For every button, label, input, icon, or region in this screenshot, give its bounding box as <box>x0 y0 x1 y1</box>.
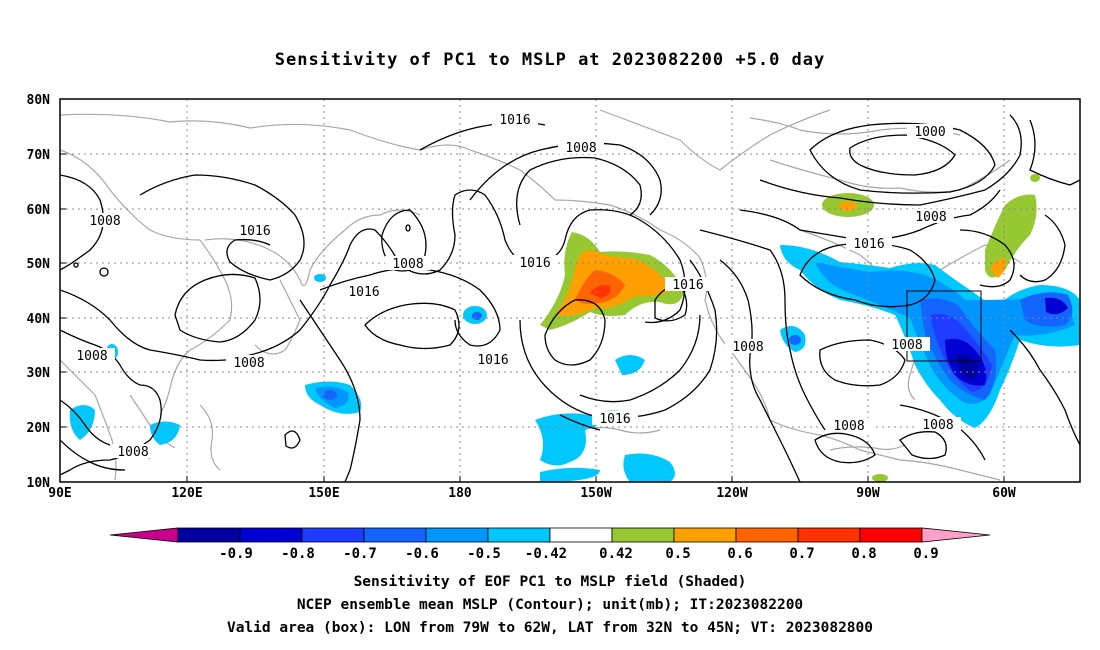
colorbar-swatch <box>611 527 675 543</box>
lat-label: 60N <box>27 203 51 218</box>
contour-label: 1008 <box>826 418 872 434</box>
lat-label: 50N <box>27 257 51 272</box>
colorbar-swatch <box>487 527 551 543</box>
svg-text:1008: 1008 <box>833 419 864 434</box>
colorbar: -0.9 -0.8 -0.7 -0.6 -0.5 -0.42 0.42 0.5 0.6 0.7 0.… <box>109 527 991 562</box>
colorbar-label: 0.9 <box>913 546 938 562</box>
svg-text:1008: 1008 <box>891 338 922 353</box>
lon-label: 120W <box>716 486 747 501</box>
colorbar-label: -0.5 <box>467 546 501 562</box>
svg-text:1008: 1008 <box>76 349 107 364</box>
contour-label: 1016 <box>232 223 278 239</box>
contour-label: 1008 <box>884 337 930 353</box>
lat-label: 40N <box>27 312 51 327</box>
colorbar-swatch <box>797 527 861 543</box>
map-title: Sensitivity of PC1 to MSLP at 2023082200… <box>274 50 826 70</box>
caption-contour: NCEP ensemble mean MSLP (Contour); unit(… <box>296 597 804 613</box>
colorbar-label: -0.7 <box>343 546 377 562</box>
lat-label: 80N <box>27 93 51 108</box>
caption-valid-area: Valid area (box): LON from 79W to 62W, L… <box>226 620 873 636</box>
contour-label-layer: 1016 1008 1000 1008 1016 1008 1008 1016 … <box>69 112 961 460</box>
contour-label: 1008 <box>385 256 431 272</box>
colorbar-swatch <box>363 527 427 543</box>
colorbar-swatch <box>549 527 613 543</box>
colorbar-swatch <box>239 527 303 543</box>
svg-text:1000: 1000 <box>914 125 945 140</box>
colorbar-label: 0.6 <box>727 546 752 562</box>
colorbar-label: -0.9 <box>219 546 253 562</box>
svg-text:1008: 1008 <box>915 210 946 225</box>
colorbar-label: 0.7 <box>789 546 814 562</box>
colorbar-swatch <box>177 527 241 543</box>
svg-text:1016: 1016 <box>477 353 508 368</box>
contour-label: 1016 <box>470 352 516 368</box>
contour-label: 1008 <box>725 339 771 355</box>
svg-text:1016: 1016 <box>672 278 703 293</box>
svg-text:1016: 1016 <box>499 113 530 128</box>
colorbar-swatch <box>735 527 799 543</box>
colorbar-swatch <box>673 527 737 543</box>
contour-label: 1016 <box>512 255 558 271</box>
map-frame <box>59 98 1081 483</box>
svg-text:1008: 1008 <box>922 418 953 433</box>
colorbar-label: 0.42 <box>599 546 633 562</box>
colorbar-label: 0.8 <box>851 546 876 562</box>
svg-text:1008: 1008 <box>117 445 148 460</box>
contour-label: 1008 <box>558 140 604 156</box>
contour-label: 1016 <box>846 236 892 252</box>
svg-text:1016: 1016 <box>348 285 379 300</box>
contour-label: 1016 <box>341 284 387 300</box>
colorbar-swatch <box>301 527 365 543</box>
caption-shading: Sensitivity of EOF PC1 to MSLP field (Sh… <box>353 574 747 590</box>
lon-label: 90W <box>856 486 880 501</box>
lon-label: 150W <box>580 486 611 501</box>
lat-label: 30N <box>27 366 51 381</box>
colorbar-label: -0.6 <box>405 546 439 562</box>
svg-text:1016: 1016 <box>519 256 550 271</box>
contour-label: 1016 <box>492 112 538 128</box>
svg-text:1008: 1008 <box>233 356 264 371</box>
svg-text:1008: 1008 <box>732 340 763 355</box>
contour-label: 1016 <box>592 411 638 427</box>
contour-label: 1008 <box>915 417 961 433</box>
colorbar-swatch <box>859 527 923 543</box>
lon-axis: 90E 120E 150E 180 150W 120W 90W 60W <box>48 476 1016 501</box>
lon-label: 120E <box>171 486 202 501</box>
svg-text:1008: 1008 <box>565 141 596 156</box>
svg-text:1016: 1016 <box>599 412 630 427</box>
colorbar-swatch <box>425 527 489 543</box>
contour-label: 1008 <box>908 209 954 225</box>
lon-label: 180 <box>448 486 472 501</box>
lat-label: 10N <box>27 476 51 491</box>
contour-label: 1000 <box>907 124 953 140</box>
lat-label: 70N <box>27 148 51 163</box>
valid-area-box <box>906 290 982 362</box>
svg-text:1008: 1008 <box>89 214 120 229</box>
contour-label: 1016 <box>665 277 711 293</box>
svg-text:1016: 1016 <box>239 224 270 239</box>
svg-text:1008: 1008 <box>392 257 423 272</box>
colorbar-label: -0.8 <box>281 546 315 562</box>
lat-axis: 80N 70N 60N 50N 40N 30N 20N 10N <box>27 93 66 491</box>
colorbar-max-arrow <box>921 527 991 543</box>
colorbar-min-arrow <box>109 527 179 543</box>
lon-label: 150E <box>308 486 339 501</box>
colorbar-label: 0.5 <box>665 546 690 562</box>
lat-label: 20N <box>27 421 51 436</box>
colorbar-label: -0.42 <box>525 546 567 562</box>
sensitivity-shading <box>69 174 1080 482</box>
lon-label: 60W <box>992 486 1016 501</box>
lon-label: 90E <box>48 486 71 501</box>
svg-text:1016: 1016 <box>853 237 884 252</box>
contour-label: 1008 <box>110 444 156 460</box>
contour-label: 1008 <box>69 348 115 364</box>
contour-label: 1008 <box>226 355 272 371</box>
contour-label: 1008 <box>82 213 128 229</box>
